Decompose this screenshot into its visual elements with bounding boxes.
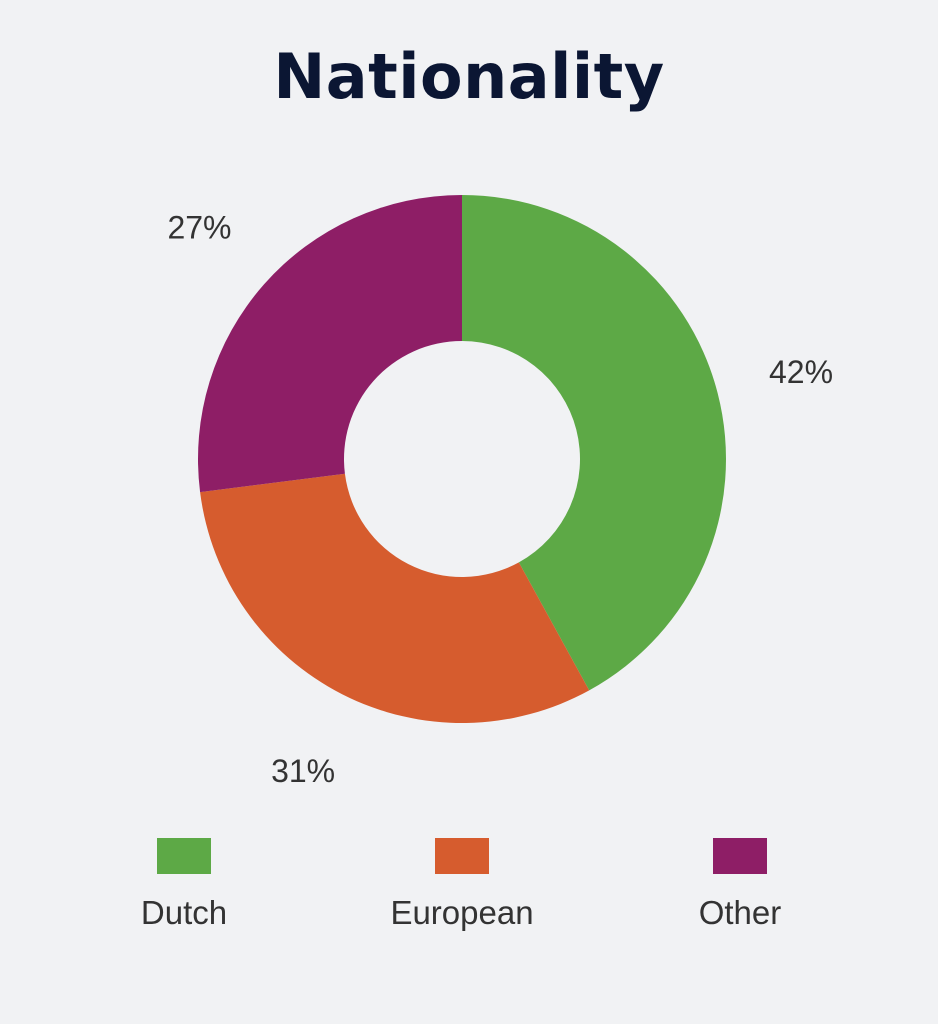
legend-label-european: European [390,894,534,931]
legend-item-european: European [342,838,582,932]
value-label-dutch: 42% [769,354,833,390]
chart-title: Nationality [273,40,665,113]
legend-label-dutch: Dutch [140,894,228,931]
legend: Dutch European Other [0,838,938,948]
donut-chart: 42% 31% 27% [167,195,833,789]
value-label-other: 27% [167,210,231,246]
legend-swatch-other [713,838,767,874]
slice-other [198,195,463,493]
slice-european [200,473,590,724]
legend-label-other: Other [698,894,782,931]
legend-item-dutch: Dutch [64,838,304,932]
value-label-european: 31% [271,753,335,789]
slice-dutch [462,195,727,691]
legend-item-other: Other [620,838,860,932]
legend-swatch-dutch [157,838,211,874]
legend-swatch-european [435,838,489,874]
